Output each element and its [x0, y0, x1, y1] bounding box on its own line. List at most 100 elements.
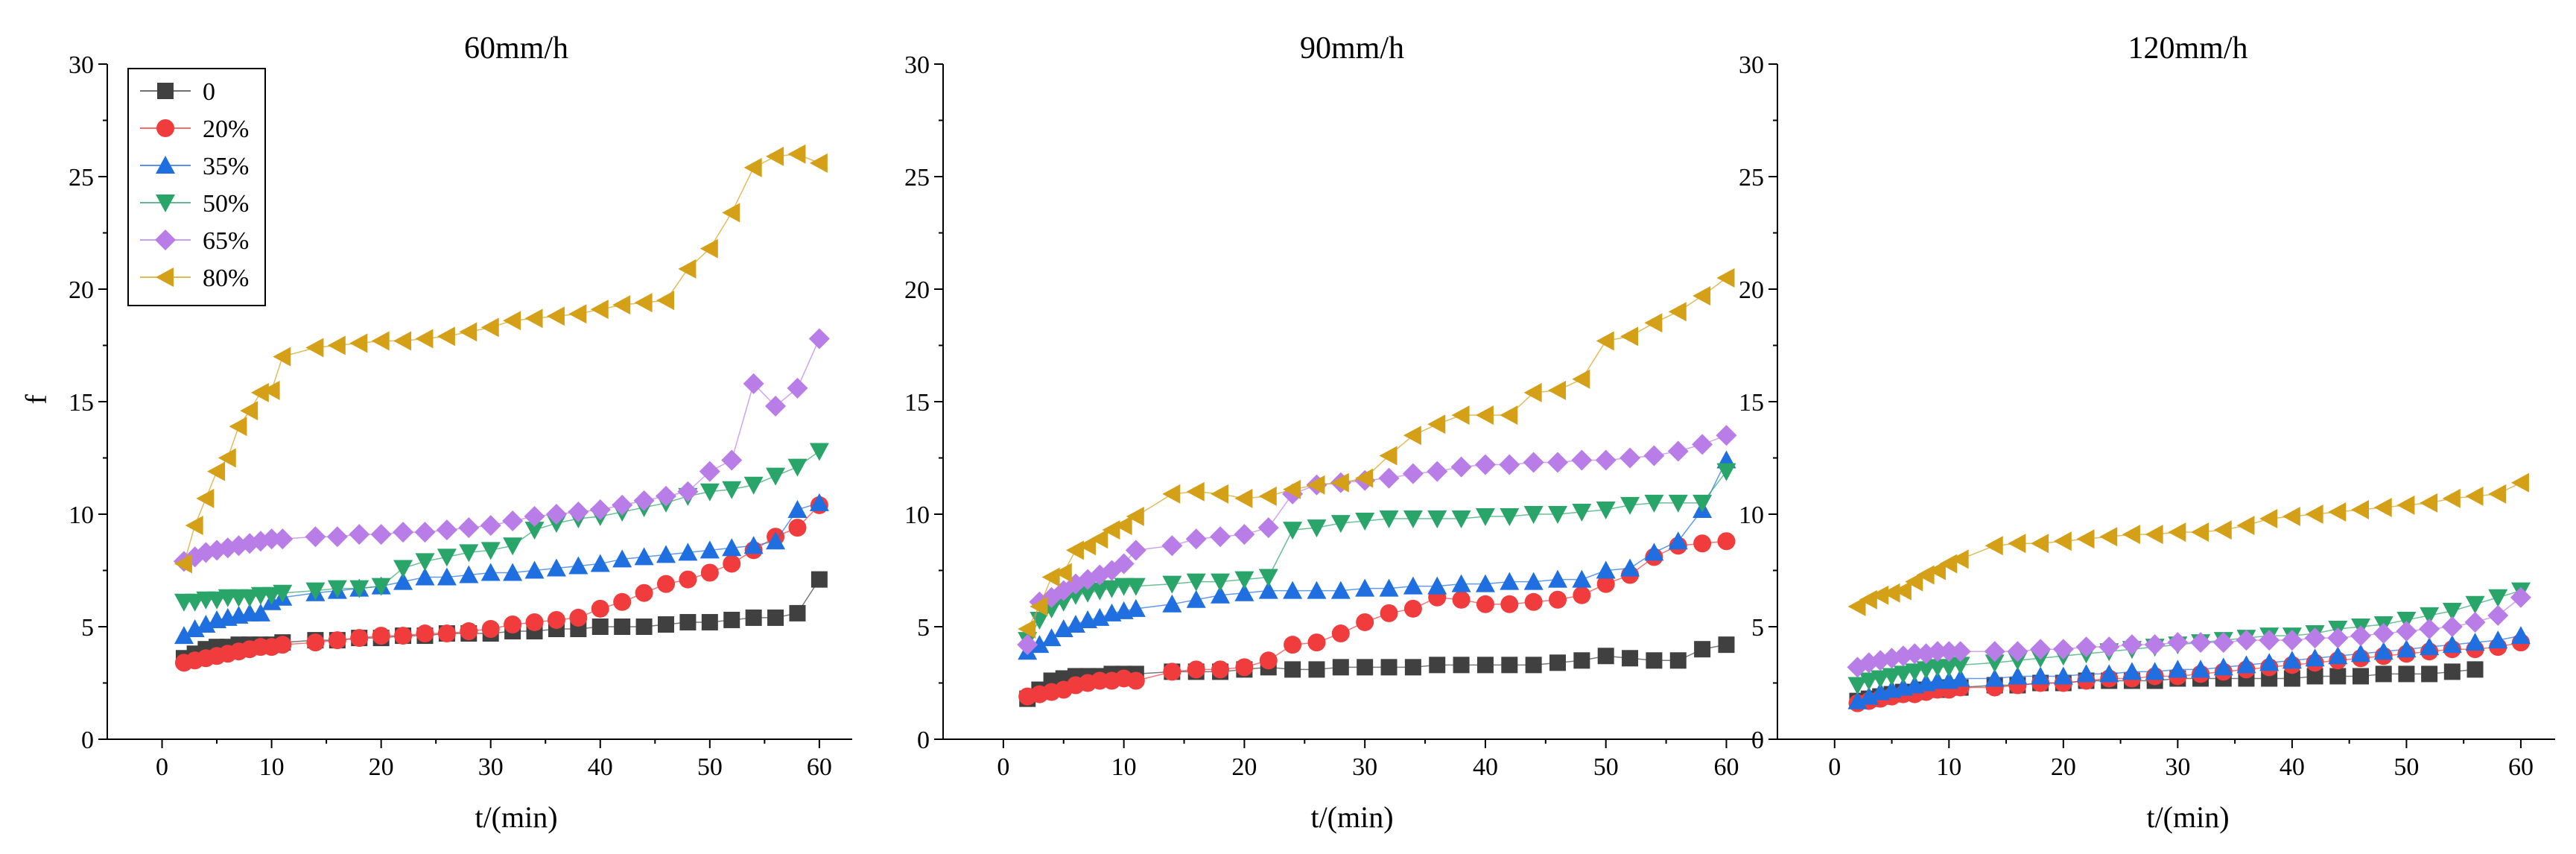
panel-title: 60mm/h	[464, 31, 568, 66]
data-point	[2351, 499, 2369, 519]
data-point	[1716, 425, 1737, 446]
y-tick-label: 15	[69, 389, 94, 417]
data-point	[2304, 627, 2326, 649]
data-point	[1356, 613, 1374, 631]
data-point	[1597, 648, 1614, 665]
data-point	[1523, 382, 1542, 402]
data-point	[2328, 646, 2348, 665]
data-point	[1041, 628, 1062, 647]
data-point	[1126, 598, 1146, 617]
data-point	[415, 329, 434, 349]
data-point	[1307, 633, 1326, 652]
data-point	[2145, 662, 2165, 680]
data-point	[787, 499, 808, 518]
data-point	[678, 543, 698, 561]
data-point	[1523, 452, 1544, 473]
data-point	[1307, 519, 1327, 538]
data-point	[1859, 672, 1879, 691]
data-point	[524, 560, 545, 579]
data-point	[1380, 659, 1398, 676]
data-point	[634, 547, 654, 566]
data-point	[2076, 529, 2095, 549]
legend-label: 20%	[203, 116, 249, 143]
data-point	[1090, 529, 1108, 549]
data-point	[1355, 513, 1375, 531]
x-tick-label: 50	[2393, 753, 2419, 781]
data-point	[2213, 657, 2233, 676]
data-point	[1017, 634, 1038, 656]
data-point	[273, 636, 292, 654]
data-point	[1403, 599, 1422, 618]
series-65pct	[1017, 425, 1737, 656]
data-point	[1283, 479, 1301, 499]
data-point	[808, 328, 830, 349]
data-point	[1330, 515, 1351, 534]
data-point	[1905, 572, 1923, 592]
data-point	[1916, 661, 1936, 680]
data-point	[2052, 639, 2074, 660]
data-point	[261, 380, 280, 400]
x-tick-label: 20	[369, 753, 394, 781]
x-tick-label: 40	[588, 753, 613, 781]
data-point	[459, 544, 479, 563]
legend-item: 50%	[140, 190, 249, 218]
y-tick-label: 5	[81, 614, 94, 642]
data-point	[1355, 468, 1374, 488]
data-point	[1355, 578, 1375, 597]
data-point	[1938, 641, 1960, 662]
data-point	[2442, 635, 2462, 654]
data-point	[2099, 664, 2119, 683]
data-point	[2213, 520, 2232, 540]
x-axis-label: t/(min)	[475, 800, 557, 834]
data-point	[1905, 663, 1925, 682]
data-point	[547, 610, 565, 629]
data-point	[261, 586, 282, 605]
legend-marker	[155, 230, 176, 250]
data-point	[1090, 582, 1110, 601]
data-point	[1847, 677, 1868, 695]
data-point	[722, 481, 742, 499]
data-point	[2419, 619, 2440, 640]
data-point	[437, 548, 457, 567]
data-point	[1596, 501, 1616, 519]
data-point	[504, 615, 522, 633]
data-point	[240, 589, 260, 607]
data-point	[743, 476, 764, 495]
y-tick-label: 30	[69, 51, 94, 79]
data-point	[272, 528, 294, 550]
series-65pct	[1847, 586, 2531, 678]
data-point	[634, 293, 653, 313]
data-point	[2282, 651, 2302, 669]
data-point	[306, 633, 325, 652]
data-point	[2008, 534, 2026, 554]
data-point	[1716, 463, 1736, 481]
data-point	[1668, 494, 1688, 513]
data-point	[1620, 326, 1639, 347]
data-point	[612, 295, 631, 315]
data-point	[371, 578, 391, 596]
data-point	[229, 417, 247, 437]
data-point	[480, 317, 499, 338]
y-tick-label: 10	[69, 502, 94, 529]
data-point	[1620, 558, 1640, 577]
series-line	[1027, 460, 1728, 652]
data-point	[1882, 668, 1902, 686]
data-point	[545, 504, 567, 525]
data-point	[2465, 633, 2485, 651]
data-point	[1717, 532, 1736, 551]
x-tick-label: 40	[1473, 753, 1498, 781]
x-tick-label: 10	[1111, 753, 1137, 781]
legend-marker	[156, 268, 174, 287]
data-point	[2168, 660, 2188, 678]
x-tick-label: 50	[697, 753, 723, 781]
data-point	[1572, 569, 1592, 588]
data-point	[591, 619, 609, 635]
data-point	[1871, 670, 1891, 689]
data-point	[2191, 660, 2211, 678]
data-point	[635, 583, 653, 602]
data-point	[370, 524, 392, 545]
legend-label: 80%	[203, 265, 249, 292]
data-point	[1403, 510, 1423, 529]
data-point	[305, 338, 324, 358]
